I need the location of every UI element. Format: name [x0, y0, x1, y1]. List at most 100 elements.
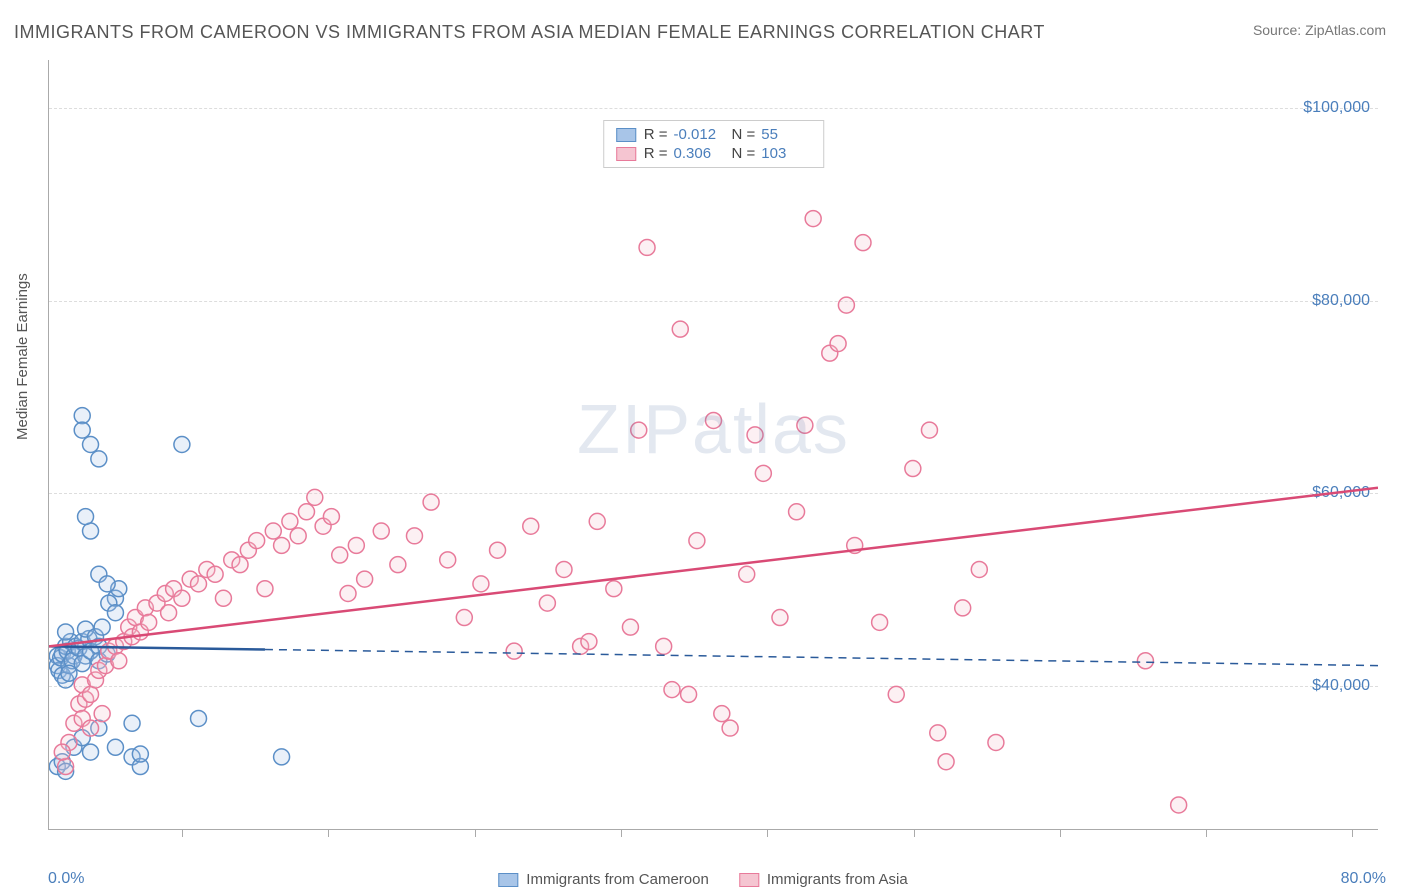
stat-n-label: N = [732, 145, 756, 162]
chart-svg [49, 60, 1378, 829]
scatter-point [639, 239, 655, 255]
scatter-point [938, 754, 954, 770]
scatter-point [747, 427, 763, 443]
scatter-point [556, 561, 572, 577]
scatter-point [797, 417, 813, 433]
scatter-point [174, 437, 190, 453]
scatter-point [456, 610, 472, 626]
scatter-point [539, 595, 555, 611]
scatter-point [872, 614, 888, 630]
x-tick [914, 829, 915, 837]
scatter-point [440, 552, 456, 568]
scatter-point [589, 513, 605, 529]
scatter-point [905, 461, 921, 477]
legend-item-cameroon: Immigrants from Cameroon [498, 871, 709, 888]
stat-n-label: N = [732, 126, 756, 143]
x-axis-max-label: 80.0% [1341, 870, 1386, 888]
stat-r-label: R = [644, 126, 668, 143]
scatter-point [94, 619, 110, 635]
scatter-point [855, 235, 871, 251]
scatter-point [215, 590, 231, 606]
scatter-point [1137, 653, 1153, 669]
swatch-asia [616, 147, 636, 161]
scatter-point [83, 720, 99, 736]
legend-swatch-asia [739, 873, 759, 887]
scatter-point [789, 504, 805, 520]
scatter-point [714, 706, 730, 722]
scatter-point [107, 739, 123, 755]
scatter-point [706, 412, 722, 428]
scatter-point [622, 619, 638, 635]
scatter-point [132, 746, 148, 762]
scatter-point [91, 451, 107, 467]
x-tick [475, 829, 476, 837]
stat-n-value-cameroon: 55 [761, 126, 811, 143]
stats-box: R = -0.012 N = 55 R = 0.306 N = 103 [603, 120, 825, 168]
scatter-point [58, 759, 74, 775]
scatter-point [930, 725, 946, 741]
scatter-point [523, 518, 539, 534]
plot-area: ZIPatlas R = -0.012 N = 55 R = 0.306 N =… [48, 60, 1378, 830]
scatter-point [664, 682, 680, 698]
scatter-point [298, 504, 314, 520]
scatter-point [191, 710, 207, 726]
stat-r-label: R = [644, 145, 668, 162]
scatter-point [161, 605, 177, 621]
x-tick [182, 829, 183, 837]
scatter-point [988, 734, 1004, 750]
scatter-point [83, 744, 99, 760]
stats-row-cameroon: R = -0.012 N = 55 [616, 125, 812, 144]
scatter-point [274, 749, 290, 765]
stat-r-value-cameroon: -0.012 [674, 126, 724, 143]
scatter-point [332, 547, 348, 563]
scatter-point [232, 557, 248, 573]
scatter-point [141, 614, 157, 630]
scatter-point [739, 566, 755, 582]
bottom-legend: Immigrants from Cameroon Immigrants from… [498, 871, 907, 888]
x-axis-min-label: 0.0% [48, 870, 84, 888]
scatter-point [357, 571, 373, 587]
scatter-point [274, 537, 290, 553]
scatter-point [307, 489, 323, 505]
y-axis-label: Median Female Earnings [14, 273, 31, 440]
scatter-point [1171, 797, 1187, 813]
scatter-point [681, 686, 697, 702]
scatter-point [78, 509, 94, 525]
scatter-point [191, 576, 207, 592]
scatter-point [107, 605, 123, 621]
scatter-point [506, 643, 522, 659]
scatter-point [373, 523, 389, 539]
scatter-point [99, 576, 115, 592]
scatter-point [124, 715, 140, 731]
scatter-point [74, 408, 90, 424]
scatter-point [323, 509, 339, 525]
scatter-point [689, 533, 705, 549]
scatter-point [631, 422, 647, 438]
legend-label-cameroon: Immigrants from Cameroon [526, 871, 709, 888]
legend-label-asia: Immigrants from Asia [767, 871, 908, 888]
scatter-point [473, 576, 489, 592]
scatter-point [830, 336, 846, 352]
scatter-point [490, 542, 506, 558]
x-tick [767, 829, 768, 837]
scatter-point [54, 744, 70, 760]
stat-n-value-asia: 103 [761, 145, 811, 162]
scatter-point [656, 638, 672, 654]
scatter-point [340, 586, 356, 602]
scatter-point [83, 523, 99, 539]
scatter-point [265, 523, 281, 539]
x-tick [1206, 829, 1207, 837]
scatter-point [207, 566, 223, 582]
scatter-point [111, 653, 127, 669]
scatter-point [971, 561, 987, 577]
x-tick [1352, 829, 1353, 837]
scatter-point [83, 437, 99, 453]
swatch-cameroon [616, 128, 636, 142]
scatter-point [94, 706, 110, 722]
scatter-point [423, 494, 439, 510]
legend-item-asia: Immigrants from Asia [739, 871, 908, 888]
stats-row-asia: R = 0.306 N = 103 [616, 144, 812, 163]
scatter-point [838, 297, 854, 313]
scatter-point [888, 686, 904, 702]
scatter-point [772, 610, 788, 626]
